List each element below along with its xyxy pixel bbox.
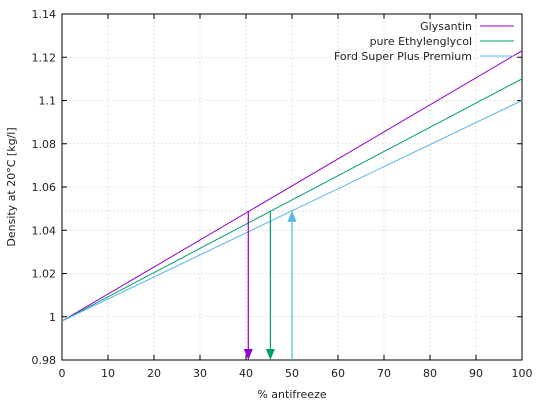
y-tick-label: 1.12	[32, 51, 57, 64]
x-tick-label: 30	[193, 367, 207, 380]
x-tick-label: 0	[59, 367, 66, 380]
x-tick-label: 70	[377, 367, 391, 380]
x-axis-label: % antifreeze	[257, 388, 326, 401]
series-line	[61, 78, 523, 322]
x-tick-label: 60	[331, 367, 345, 380]
annotations	[243, 210, 297, 360]
y-tick-label: 1.1	[39, 95, 57, 108]
y-tick-label: 1.04	[32, 224, 57, 237]
grid	[62, 14, 522, 360]
x-tick-label: 80	[423, 367, 437, 380]
x-tick-label: 50	[285, 367, 299, 380]
arrow-head	[265, 349, 275, 360]
y-tick-label: 0.98	[32, 354, 57, 367]
arrow-head	[243, 349, 253, 360]
y-axis-label: Density at 20°C [kg/l]	[5, 127, 18, 246]
x-tick-label: 10	[101, 367, 115, 380]
y-tick-label: 1.14	[32, 8, 57, 21]
ticks: 0 10 20 30 40 50 60 70 80 90 100 0.98 1 1.02 1.04 1.06 1…	[32, 8, 533, 380]
arrow-head	[287, 210, 297, 222]
legend: Glysantin pure Ethylenglycol Ford Super Pl…	[334, 20, 514, 63]
legend-label: pure Ethylenglycol	[370, 35, 472, 48]
legend-label: Ford Super Plus Premium	[334, 50, 472, 63]
x-tick-label: 90	[469, 367, 483, 380]
y-tick-label: 1	[49, 311, 56, 324]
x-tick-label: 100	[512, 367, 533, 380]
series-line	[61, 50, 523, 322]
x-tick-label: 40	[239, 367, 253, 380]
x-tick-label: 20	[147, 367, 161, 380]
y-tick-label: 1.02	[32, 268, 57, 281]
y-tick-label: 1.08	[32, 138, 57, 151]
y-tick-label: 1.06	[32, 181, 57, 194]
legend-label: Glysantin	[420, 20, 472, 33]
